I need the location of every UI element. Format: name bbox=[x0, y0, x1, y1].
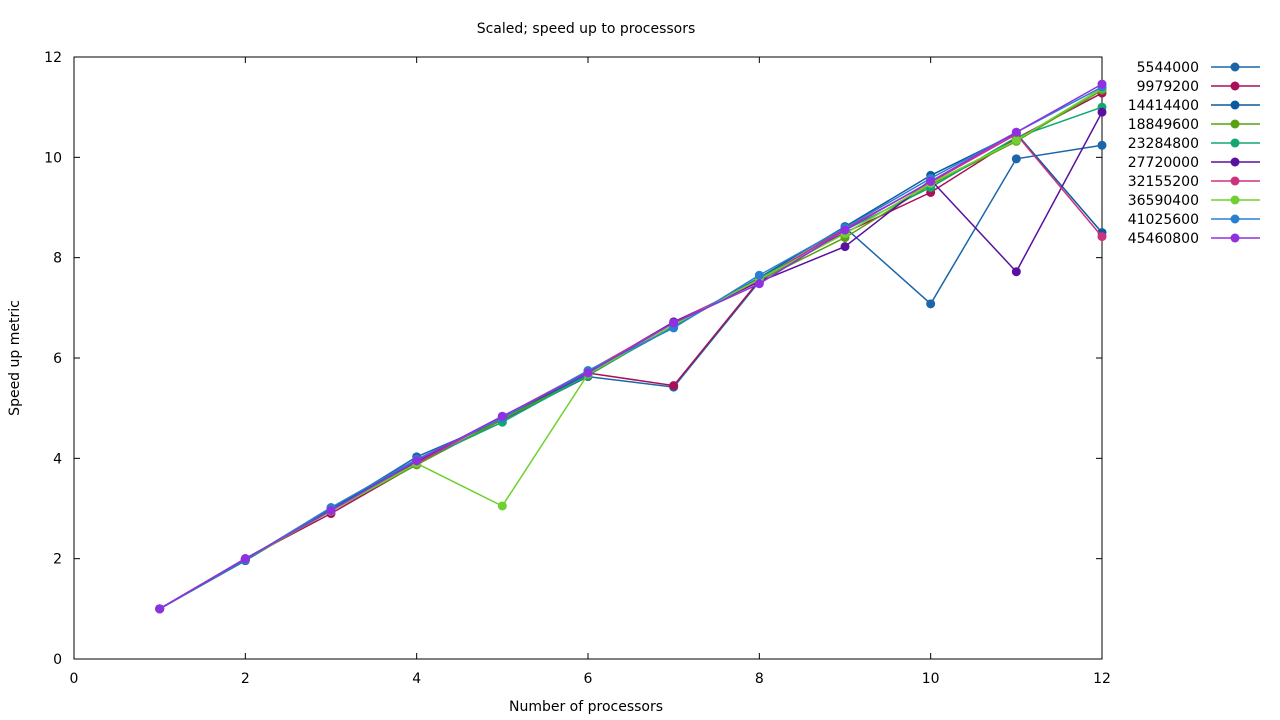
x-tick-label: 8 bbox=[755, 671, 764, 687]
series-32155200 bbox=[155, 129, 1107, 614]
data-point bbox=[669, 318, 679, 328]
x-tick-label: 4 bbox=[412, 671, 421, 687]
legend-entry: 9979200 bbox=[1137, 79, 1260, 95]
legend-marker bbox=[1230, 81, 1240, 91]
series-line bbox=[159, 132, 1103, 610]
legend-label: 27720000 bbox=[1128, 155, 1199, 171]
legend-label: 14414400 bbox=[1128, 98, 1199, 114]
x-tick-label: 10 bbox=[922, 671, 940, 687]
data-point bbox=[1011, 154, 1021, 164]
data-point bbox=[497, 411, 507, 421]
x-tick-label: 0 bbox=[70, 671, 79, 687]
legend-label: 45460800 bbox=[1128, 231, 1199, 247]
y-tick-label: 0 bbox=[53, 652, 62, 668]
legend-label: 36590400 bbox=[1128, 193, 1199, 209]
legend-entry: 36590400 bbox=[1128, 193, 1260, 209]
y-tick-label: 10 bbox=[44, 150, 62, 166]
data-point bbox=[1097, 107, 1107, 117]
legend-marker bbox=[1230, 138, 1240, 148]
y-tick-label: 4 bbox=[53, 451, 62, 467]
y-axis-label: Speed up metric bbox=[7, 300, 23, 416]
data-point bbox=[1011, 135, 1021, 145]
legend-marker bbox=[1230, 176, 1240, 186]
series-45460800 bbox=[155, 79, 1107, 614]
data-point bbox=[754, 279, 764, 289]
axis-ticks: 0 2 4 6 8 10 12 0 2 4 6 8 10 12 bbox=[44, 50, 1111, 687]
data-point bbox=[583, 368, 593, 378]
chart-title: Scaled; speed up to processors bbox=[477, 21, 696, 37]
legend-marker bbox=[1230, 195, 1240, 205]
data-point bbox=[412, 456, 422, 466]
legend: 5544000 9979200 14414400 18849600 23284800 27… bbox=[1128, 60, 1260, 247]
legend-marker bbox=[1230, 233, 1240, 243]
x-axis-label: Number of processors bbox=[509, 699, 663, 715]
series-23284800 bbox=[155, 102, 1107, 614]
y-tick-label: 2 bbox=[53, 552, 62, 568]
series-line bbox=[159, 133, 1103, 610]
series-14414400 bbox=[155, 128, 1107, 614]
legend-label: 18849600 bbox=[1128, 117, 1199, 133]
data-point bbox=[840, 242, 850, 252]
series-line bbox=[159, 92, 1103, 610]
data-point bbox=[326, 506, 336, 516]
legend-entry: 23284800 bbox=[1128, 136, 1260, 152]
legend-entry: 27720000 bbox=[1128, 155, 1260, 171]
legend-marker bbox=[1230, 119, 1240, 129]
y-tick-label: 6 bbox=[53, 351, 62, 367]
data-point bbox=[1011, 127, 1021, 137]
data-point bbox=[497, 501, 507, 511]
data-point bbox=[840, 225, 850, 235]
data-point bbox=[155, 604, 165, 614]
series-line bbox=[159, 86, 1103, 610]
legend-entry: 45460800 bbox=[1128, 231, 1260, 247]
data-point bbox=[926, 176, 936, 186]
series-line bbox=[159, 83, 1103, 610]
data-point bbox=[240, 554, 250, 564]
legend-label: 41025600 bbox=[1128, 212, 1199, 228]
data-point bbox=[1097, 232, 1107, 242]
y-tick-label: 12 bbox=[44, 50, 62, 66]
series-layer bbox=[155, 79, 1107, 614]
data-point bbox=[1097, 140, 1107, 150]
legend-label: 9979200 bbox=[1137, 79, 1199, 95]
legend-entry: 18849600 bbox=[1128, 117, 1260, 133]
data-point bbox=[669, 381, 679, 391]
series-line bbox=[159, 144, 1103, 610]
legend-label: 32155200 bbox=[1128, 174, 1199, 190]
series-line bbox=[159, 106, 1103, 610]
legend-marker bbox=[1230, 100, 1240, 110]
series-line bbox=[159, 111, 1103, 610]
legend-label: 23284800 bbox=[1128, 136, 1199, 152]
series-27720000 bbox=[155, 107, 1107, 614]
y-tick-label: 8 bbox=[53, 251, 62, 267]
legend-marker bbox=[1230, 214, 1240, 224]
legend-entry: 32155200 bbox=[1128, 174, 1260, 190]
legend-marker bbox=[1230, 62, 1240, 72]
data-point bbox=[754, 270, 764, 280]
legend-label: 5544000 bbox=[1137, 60, 1199, 76]
x-tick-label: 6 bbox=[584, 671, 593, 687]
legend-entry: 14414400 bbox=[1128, 98, 1260, 114]
data-point bbox=[1011, 267, 1021, 277]
legend-entry: 5544000 bbox=[1137, 60, 1260, 76]
data-point bbox=[926, 299, 936, 309]
legend-marker bbox=[1230, 157, 1240, 167]
x-tick-label: 2 bbox=[241, 671, 250, 687]
legend-entry: 41025600 bbox=[1128, 212, 1260, 228]
x-tick-label: 12 bbox=[1093, 671, 1111, 687]
data-point bbox=[1097, 79, 1107, 89]
series-5544000 bbox=[155, 140, 1107, 614]
